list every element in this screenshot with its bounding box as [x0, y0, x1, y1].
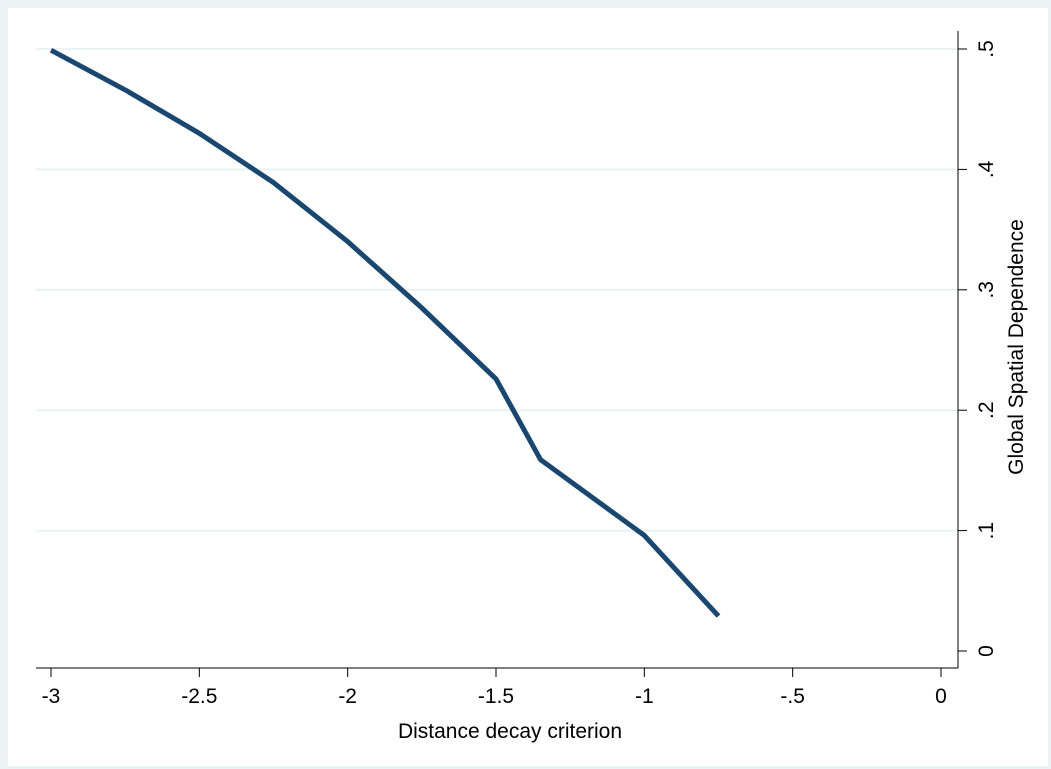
y-tick-label: .3: [975, 281, 998, 299]
y-tick-label: .1: [975, 522, 998, 540]
y-tick-label: .5: [975, 40, 998, 58]
y-tick-label: 0: [975, 645, 998, 657]
x-tick-label: -1.5: [478, 685, 514, 708]
plot-panel: [8, 8, 1048, 766]
tick-labels: -3 -2.5 -2 -1.5 -1 -.5 0 0 .1 .2 .3 .4 .5: [42, 40, 998, 708]
x-tick-label: 0: [935, 685, 947, 708]
gridlines: [36, 48, 958, 532]
x-tick-label: -2: [338, 685, 357, 708]
x-axis-title: Distance decay criterion: [398, 720, 622, 743]
series-line: [49, 47, 721, 618]
x-tick-label: -1: [635, 685, 654, 708]
x-tick-label: -2.5: [181, 685, 217, 708]
series: [49, 47, 721, 618]
x-tick-label: -3: [42, 685, 61, 708]
y-tick-label: .2: [975, 401, 998, 419]
y-axis-title: Global Spatial Dependence: [1005, 219, 1028, 475]
y-tick-label: .4: [975, 160, 998, 178]
x-tick-label: -.5: [780, 685, 805, 708]
axes: [36, 31, 967, 677]
